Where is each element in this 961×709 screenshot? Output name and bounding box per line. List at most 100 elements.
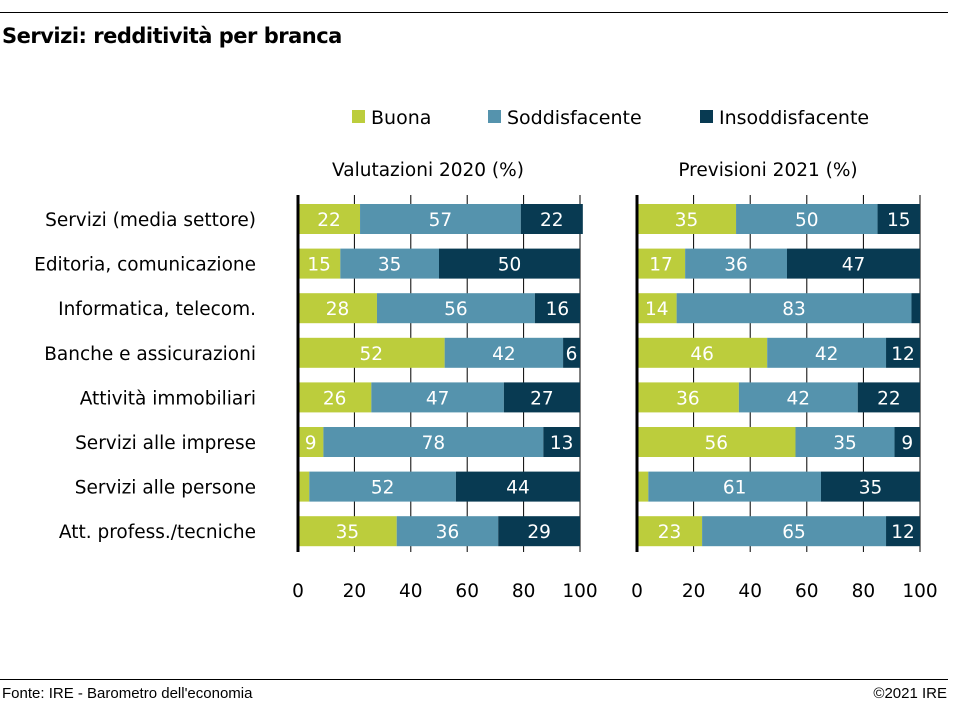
bar-segment-buona (298, 337, 445, 368)
data-label: 46 (690, 344, 714, 365)
data-label: 28 (326, 299, 350, 320)
bar-segment-insoddisfacente (439, 248, 580, 279)
x-tick-label: 60 (795, 581, 819, 602)
category-label: Servizi alle persone (75, 478, 256, 499)
data-label: 47 (426, 388, 450, 409)
data-label: 50 (498, 255, 522, 276)
data-label: 16 (546, 299, 570, 320)
x-tick-label: 60 (455, 581, 479, 602)
bar-segment-buona (637, 293, 677, 324)
data-label: 78 (422, 433, 446, 454)
bar-segment-insoddisfacente (886, 337, 920, 368)
data-label: 35 (833, 433, 857, 454)
bar-segment-soddisfacente (309, 471, 456, 502)
data-label: 13 (550, 433, 574, 454)
x-tick-label: 80 (852, 581, 876, 602)
data-label: 14 (645, 299, 669, 320)
bar-segment-insoddisfacente (543, 427, 580, 457)
data-label: 9 (901, 433, 913, 454)
bar-segment-soddisfacente (376, 293, 535, 324)
bar-segment-soddisfacente (360, 204, 521, 234)
bar-segment-buona (637, 471, 649, 502)
bar-segment-insoddisfacente (877, 204, 920, 234)
bar-segment-insoddisfacente (894, 427, 920, 457)
data-label: 36 (724, 255, 748, 276)
data-label: 47 (842, 255, 866, 276)
bar-segment-buona (637, 248, 686, 279)
bar-segment-buona (637, 382, 739, 413)
bar-segment-buona (298, 293, 377, 324)
data-label: 52 (360, 344, 384, 365)
data-label: 22 (877, 388, 901, 409)
data-label: 12 (891, 522, 915, 543)
data-label: 36 (676, 388, 700, 409)
data-label: 35 (378, 255, 402, 276)
bar-segment-insoddisfacente (820, 471, 920, 502)
bar-segment-soddisfacente (323, 427, 544, 457)
chart-title: Servizi: redditività per branca (2, 24, 342, 48)
legend-swatch-buona (352, 110, 365, 123)
bar-segment-insoddisfacente (503, 382, 580, 413)
data-label: 12 (891, 344, 915, 365)
bottom-rule (0, 679, 948, 680)
bar-segment-insoddisfacente (498, 516, 580, 547)
data-label: 35 (336, 522, 360, 543)
bar-segment-insoddisfacente (911, 293, 920, 324)
x-tick-label: 40 (738, 581, 762, 602)
x-tick-label: 100 (902, 581, 937, 602)
bar-segment-buona (298, 516, 397, 547)
x-tick-label: 40 (399, 581, 423, 602)
panel-title: Valutazioni 2020 (%) (332, 160, 524, 181)
legend-swatch-soddisfacente (488, 110, 501, 123)
data-label: 44 (506, 478, 530, 499)
bar-segment-soddisfacente (702, 516, 887, 547)
data-label: 52 (371, 478, 395, 499)
data-label: 42 (492, 344, 516, 365)
bar-segment-soddisfacente (738, 382, 858, 413)
data-label: 6 (566, 344, 578, 365)
data-label: 42 (787, 388, 811, 409)
bar-segment-buona (298, 248, 341, 279)
bar-segment-buona (298, 382, 372, 413)
data-label: 57 (429, 210, 453, 231)
legend-swatch-insoddisfacente (700, 110, 713, 123)
x-tick-label: 80 (512, 581, 536, 602)
bar-segment-soddisfacente (767, 337, 887, 368)
category-label: Banche e assicurazioni (44, 344, 256, 365)
bar-segment-soddisfacente (736, 204, 878, 234)
data-label: 22 (540, 210, 564, 231)
data-label: 22 (317, 210, 341, 231)
category-label: Attività immobiliari (80, 388, 256, 409)
bar-segment-buona (637, 516, 703, 547)
x-tick-label: 0 (292, 581, 304, 602)
bar-segment-soddisfacente (340, 248, 439, 279)
bar-segment-buona (637, 337, 768, 368)
data-label: 50 (795, 210, 819, 231)
data-label: 56 (704, 433, 728, 454)
legend-label-insoddisfacente: Insoddisfacente (719, 107, 869, 129)
bar-segment-soddisfacente (676, 293, 912, 324)
panel-title: Previsioni 2021 (%) (678, 160, 857, 181)
bar-segment-insoddisfacente (563, 337, 580, 368)
legend-label-soddisfacente: Soddisfacente (507, 107, 642, 129)
category-label: Informatica, telecom. (58, 299, 256, 320)
x-tick-label: 20 (682, 581, 706, 602)
data-label: 35 (859, 478, 883, 499)
x-tick-label: 0 (631, 581, 643, 602)
bar-segment-soddisfacente (396, 516, 499, 547)
legend-label-buona: Buona (371, 107, 431, 129)
bar-segment-insoddisfacente (534, 293, 580, 324)
data-label: 9 (305, 433, 317, 454)
bar-segment-soddisfacente (795, 427, 895, 457)
category-label: Att. profess./tecniche (59, 522, 256, 543)
bar-segment-soddisfacente (685, 248, 787, 279)
copyright-note: ©2021 IRE (873, 685, 947, 702)
data-label: 65 (782, 522, 806, 543)
data-label: 36 (436, 522, 460, 543)
bar-segment-buona (637, 427, 796, 457)
bar-segment-buona (637, 204, 737, 234)
bar-segment-soddisfacente (371, 382, 504, 413)
bar-segment-insoddisfacente (857, 382, 920, 413)
data-label: 61 (723, 478, 747, 499)
source-note: Fonte: IRE - Barometro dell'economia (2, 685, 253, 702)
